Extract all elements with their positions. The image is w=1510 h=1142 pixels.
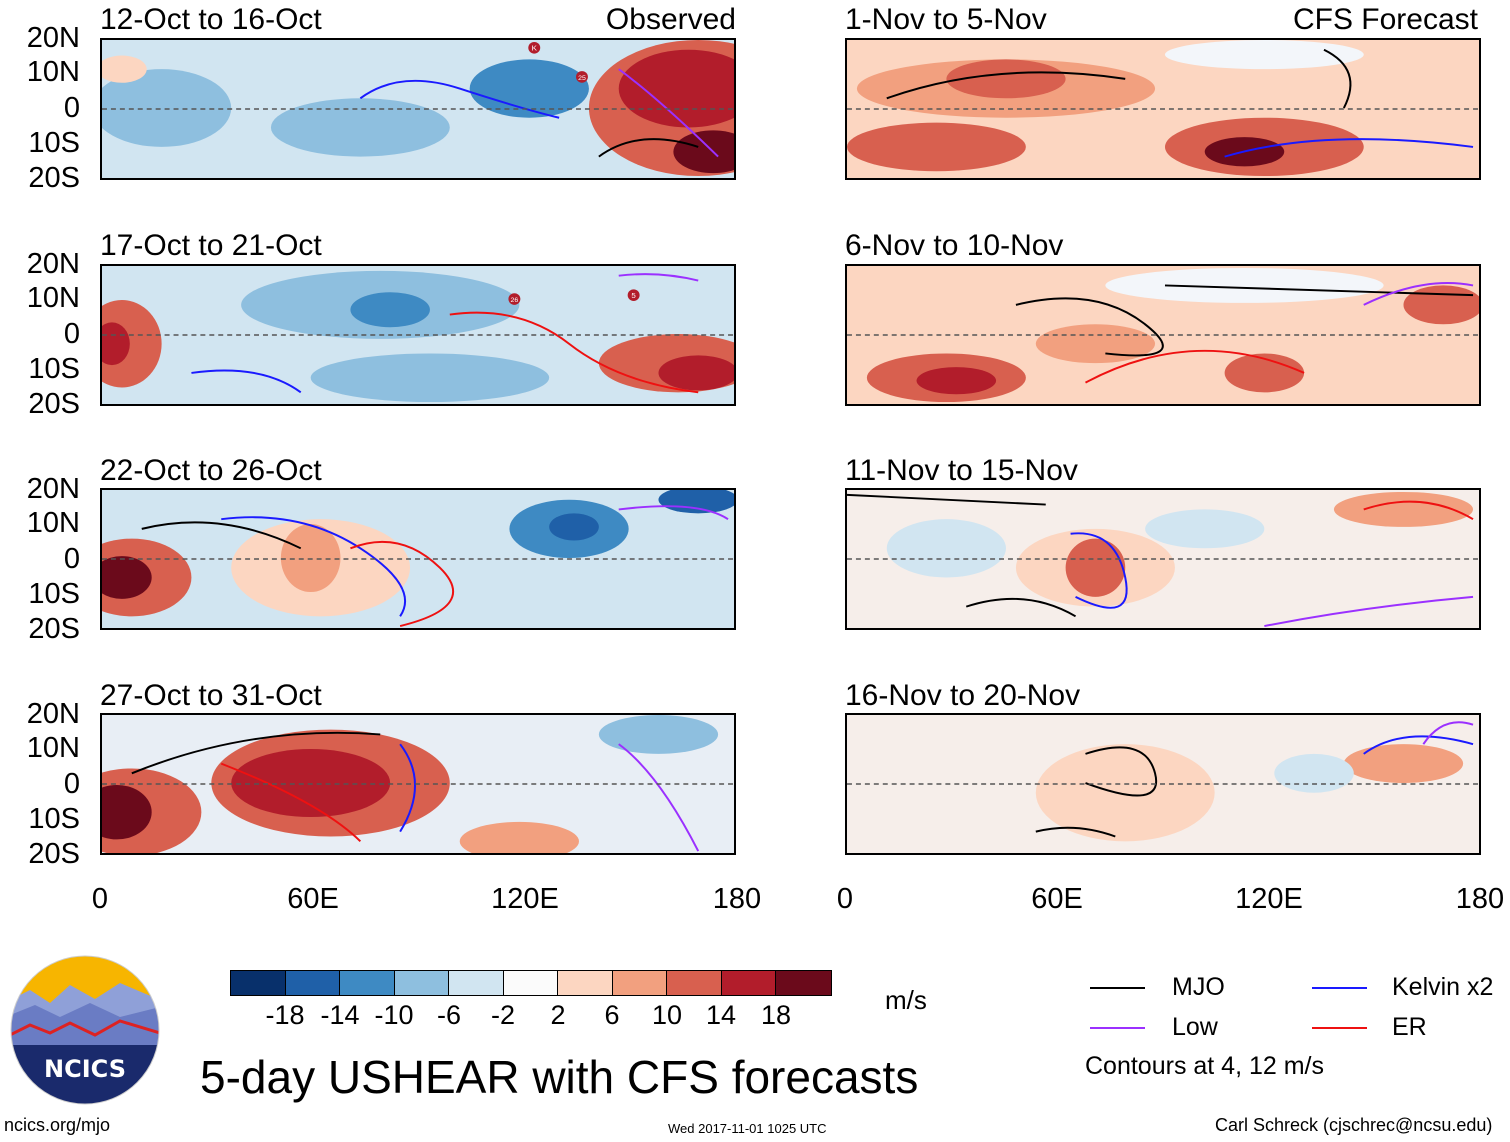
lat-label: 20S xyxy=(28,838,80,870)
storm-marker-k: K xyxy=(532,44,538,53)
footer-credit: Carl Schreck (cjschrec@ncsu.edu) xyxy=(1215,1115,1493,1135)
storm-marker-5: 5 xyxy=(631,291,636,300)
lat-label: 20N xyxy=(26,22,80,54)
legend-note: Contours at 4, 12 m/s xyxy=(1085,1052,1325,1080)
panel-title-6: 6-Nov to 10-Nov xyxy=(845,229,1064,262)
colorbar-tick: 18 xyxy=(760,1000,792,1030)
legend-line-low xyxy=(1090,1027,1145,1029)
storm-marker-25: 25 xyxy=(578,75,586,82)
lat-label: 10S xyxy=(28,353,80,385)
lat-label: 0 xyxy=(63,543,80,575)
lon-label: 180 xyxy=(712,883,762,915)
lat-label: 10N xyxy=(26,56,80,88)
lat-label: 0 xyxy=(63,318,80,350)
colorbar-swatch xyxy=(503,971,558,995)
legend-line-er xyxy=(1312,1027,1367,1029)
colorbar-tick: 2 xyxy=(550,1000,566,1030)
map-panel-1: K 25 xyxy=(100,38,736,180)
footer-url: ncics.org/mjo xyxy=(4,1115,111,1135)
lon-label: 120E xyxy=(491,883,559,915)
colorbar xyxy=(230,970,832,996)
lat-label: 20N xyxy=(26,698,80,730)
lat-label: 20S xyxy=(28,388,80,420)
colorbar-swatch xyxy=(394,971,449,995)
colorbar-tick: -18 xyxy=(265,1000,305,1030)
colorbar-tick: 14 xyxy=(705,1000,737,1030)
colorbar-tick: -2 xyxy=(490,1000,515,1030)
main-title: 5-day USHEAR with CFS forecasts xyxy=(200,1051,919,1103)
colorbar-swatch xyxy=(721,971,776,995)
panel-title-3: 22-Oct to 26-Oct xyxy=(100,454,322,487)
legend-label-mjo: MJO xyxy=(1172,973,1225,1001)
colorbar-tick: -10 xyxy=(374,1000,414,1030)
colorbar-tick: 6 xyxy=(604,1000,620,1030)
lat-label: 20N xyxy=(26,473,80,505)
lon-label: 180 xyxy=(1455,883,1505,915)
lat-label: 10S xyxy=(28,803,80,835)
lat-label: 10N xyxy=(26,732,80,764)
colorbar-tick: -6 xyxy=(436,1000,461,1030)
lat-label: 0 xyxy=(63,768,80,800)
lat-label: 10N xyxy=(26,282,80,314)
panel-title-4: 27-Oct to 31-Oct xyxy=(100,679,322,712)
ncics-logo: NCICS xyxy=(10,955,160,1105)
storm-marker-26: 26 xyxy=(511,297,519,304)
map-panel-4 xyxy=(100,713,736,855)
colorbar-tick: 10 xyxy=(651,1000,683,1030)
legend-label-kelvin: Kelvin x2 xyxy=(1392,973,1494,1001)
lon-label: 0 xyxy=(91,883,109,915)
legend-label-low: Low xyxy=(1172,1013,1218,1041)
panel-title-5: 1-Nov to 5-Nov xyxy=(845,3,1047,36)
legend-label-er: ER xyxy=(1392,1013,1427,1041)
lat-label: 10S xyxy=(28,127,80,159)
lat-label: 10N xyxy=(26,507,80,539)
lon-label: 120E xyxy=(1235,883,1303,915)
colorbar-swatch xyxy=(340,971,395,995)
lat-label: 20N xyxy=(26,248,80,280)
footer-timestamp: Wed 2017-11-01 1025 UTC xyxy=(668,1121,827,1136)
map-panel-6 xyxy=(845,264,1481,406)
panel-tag-observed: Observed xyxy=(605,3,736,36)
map-panel-7 xyxy=(845,488,1481,630)
lon-label: 60E xyxy=(1031,883,1083,915)
colorbar-tick: -14 xyxy=(320,1000,360,1030)
panel-title-7: 11-Nov to 15-Nov xyxy=(845,454,1078,487)
panel-title-8: 16-Nov to 20-Nov xyxy=(845,679,1081,712)
map-panel-2: 26 5 xyxy=(100,264,736,406)
lon-label: 60E xyxy=(287,883,339,915)
panel-title-2: 17-Oct to 21-Oct xyxy=(100,229,322,262)
colorbar-swatch xyxy=(231,971,286,995)
lat-label: 20S xyxy=(28,162,80,194)
colorbar-swatch xyxy=(667,971,722,995)
colorbar-swatch xyxy=(612,971,667,995)
map-panel-8 xyxy=(845,713,1481,855)
map-panel-5 xyxy=(845,38,1481,180)
legend-line-mjo xyxy=(1090,987,1145,989)
lat-label: 20S xyxy=(28,613,80,645)
lon-label: 0 xyxy=(836,883,854,915)
legend-line-kelvin xyxy=(1312,987,1367,989)
colorbar-swatch xyxy=(776,971,831,995)
panel-title-1: 12-Oct to 16-Oct xyxy=(100,3,322,36)
logo-text: NCICS xyxy=(44,1055,126,1083)
panel-tag-forecast: CFS Forecast xyxy=(1292,3,1478,36)
lat-label: 0 xyxy=(63,92,80,124)
colorbar-units: m/s xyxy=(885,985,927,1015)
colorbar-swatch xyxy=(558,971,613,995)
colorbar-swatch xyxy=(285,971,340,995)
map-panel-3 xyxy=(100,488,736,630)
lat-label: 10S xyxy=(28,578,80,610)
colorbar-swatch xyxy=(449,971,504,995)
